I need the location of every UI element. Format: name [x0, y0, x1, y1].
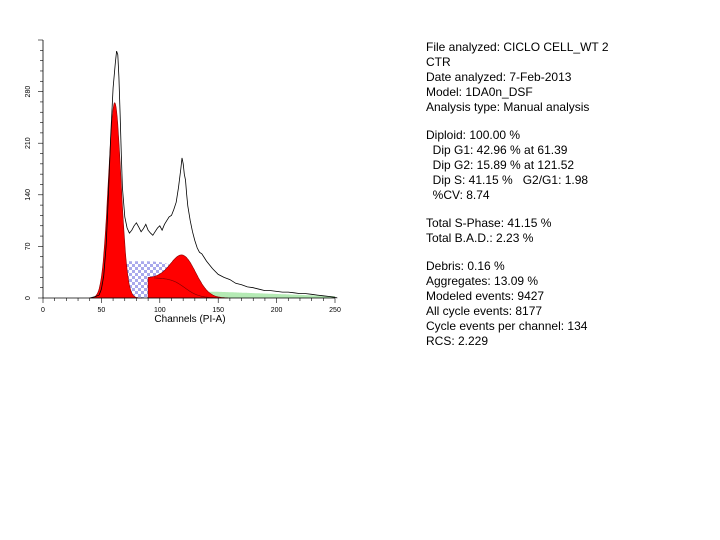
all-cycle-events: All cycle events: 8177: [426, 304, 543, 318]
debris: Debris: 0.16 %: [426, 259, 505, 273]
x-axis-title: Channels (PI-A): [154, 314, 225, 325]
total-bad: Total B.A.D.: 2.23 %: [426, 231, 534, 245]
y-tick-label: 70: [25, 242, 32, 250]
x-tick-label: 150: [212, 307, 224, 314]
cv: %CV: 8.74: [426, 188, 490, 202]
analysis-type: Analysis type: Manual analysis: [426, 100, 590, 114]
x-tick-label: 0: [41, 307, 45, 314]
x-tick-label: 250: [329, 307, 341, 314]
total-s-phase: Total S-Phase: 41.15 %: [426, 216, 552, 230]
axes: 0 50 100 150 200 250 0 70 140 210 280: [25, 39, 341, 314]
file-analyzed-cont: CTR: [426, 55, 451, 69]
y-tick-label: 140: [25, 189, 32, 201]
x-tick-label: 100: [154, 307, 166, 314]
dip-g2: Dip G2: 15.89 % at 121.52: [426, 158, 575, 172]
rcs: RCS: 2.229: [426, 334, 489, 348]
diploid: Diploid: 100.00 %: [426, 128, 521, 142]
x-tick-label: 200: [271, 307, 283, 314]
dip-g1: Dip G1: 42.96 % at 61.39: [426, 143, 568, 157]
histogram-line: [89, 50, 338, 299]
y-tick-label: 0: [25, 296, 32, 300]
file-analyzed: File analyzed: CICLO CELL_WT 2: [426, 40, 609, 54]
analysis-report: File analyzed: CICLO CELL_WT 2 CTR Date …: [426, 40, 716, 349]
date-analyzed: Date analyzed: 7-Feb-2013: [426, 70, 572, 84]
dip-s: Dip S: 41.15 % G2/G1: 1.98: [426, 173, 589, 187]
cell-cycle-histogram: 0 50 100 150 200 250 0 70 140 210 280 Channels (PI…: [25, 39, 341, 325]
component-dip-g2: [147, 254, 228, 299]
y-tick-label: 210: [25, 137, 32, 149]
component-g2-s-boundary: [154, 277, 219, 299]
x-tick-label: 50: [98, 307, 106, 314]
histogram-trace: [89, 50, 338, 299]
aggregates: Aggregates: 13.09 %: [426, 274, 539, 288]
y-tick-label: 280: [25, 86, 32, 98]
model-name: Model: 1DA0n_DSF: [426, 85, 533, 99]
cycle-events-per-channel: Cycle events per channel: 134: [426, 319, 588, 333]
modeled-events: Modeled events: 9427: [426, 289, 545, 303]
